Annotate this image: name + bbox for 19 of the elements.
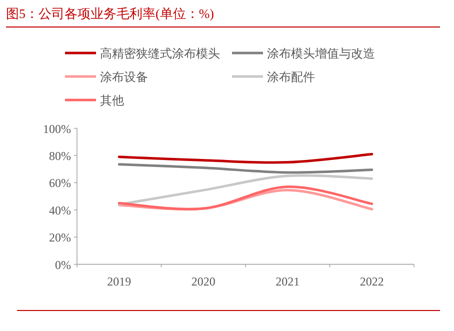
y-tick-label: 100% [43,122,71,136]
legend-label: 其他 [100,94,124,108]
y-tick-label: 20% [49,230,71,245]
y-tick-label: 60% [49,176,71,190]
line-series [118,163,374,174]
x-tick-label: 2021 [276,274,300,288]
chart-title: 图5：公司各项业务毛利率(单位：%) [6,6,214,21]
y-tick-label: 80% [49,149,71,163]
y-tick-label: 0% [55,258,71,272]
legend-label: 涂布模头增值与改造 [267,46,375,60]
line-series [118,152,374,164]
legend-label: 涂布设备 [100,70,148,84]
x-tick-label: 2022 [360,274,384,288]
y-tick-label: 40% [49,203,71,218]
x-tick-label: 2020 [191,274,216,288]
x-tick-label: 2019 [107,274,132,288]
line-series [118,174,374,206]
legend-label: 涂布配件 [267,70,315,84]
legend-label: 高精密狭缝式涂布模头 [100,46,220,60]
